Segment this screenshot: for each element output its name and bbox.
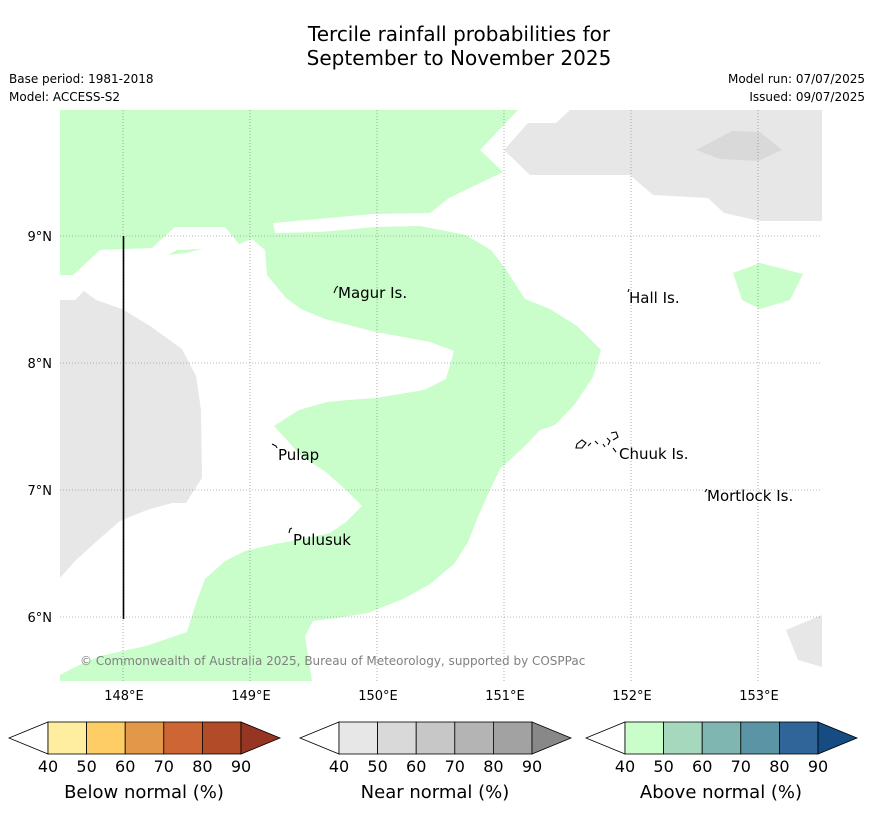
island-hall	[627, 288, 630, 293]
meta-right: Model run: 07/07/2025 Issued: 09/07/2025	[728, 70, 865, 106]
lon-label-149e: 149°E	[231, 689, 271, 704]
island-magur	[333, 285, 339, 294]
map-area	[60, 110, 822, 681]
colorbar-below-tick-80: 80	[192, 757, 212, 776]
map-title: Tercile rainfall probabilities for Septe…	[0, 22, 873, 70]
island-pulusuk	[288, 527, 293, 534]
map-title-line1: Tercile rainfall probabilities for	[307, 22, 611, 46]
lon-label-153e: 153°E	[739, 689, 779, 704]
colorbar-above-arrow-right	[817, 721, 859, 755]
colorbar-near-tick-70: 70	[445, 757, 465, 776]
colorbar-above: 40 50 60 70 80 90 Above normal (%)	[584, 721, 859, 803]
colorbar-above-tick-70: 70	[731, 757, 751, 776]
lat-label-9n: 9°N	[28, 230, 53, 245]
colorbar-below-seg-2	[86, 721, 126, 755]
colorbar-above-arrow-left	[584, 721, 626, 755]
colorbar-below-tick-90: 90	[231, 757, 251, 776]
colorbar-below-tick-50: 50	[76, 757, 96, 776]
colorbar-above-seg-2	[663, 721, 703, 755]
colorbar-near-tick-80: 80	[483, 757, 503, 776]
colorbar-near-arrow-right	[531, 721, 573, 755]
colorbar-above-seg-5	[779, 721, 819, 755]
lat-label-7n: 7°N	[28, 484, 53, 499]
base-period: Base period: 1981-2018	[9, 72, 154, 86]
island-outlines	[271, 285, 708, 534]
colorbar-near-seg-5	[492, 721, 533, 755]
colorbar-below-title: Below normal (%)	[64, 782, 224, 803]
colorbar-near-arrow-left	[298, 721, 340, 755]
map-title-line2: September to November 2025	[306, 46, 612, 70]
colorbar-above-tick-80: 80	[769, 757, 789, 776]
place-label-magur: Magur Is.	[338, 284, 407, 302]
lat-label-6n: 6°N	[28, 611, 53, 626]
colorbar-below-arrow-right	[240, 721, 282, 755]
lat-label-8n: 8°N	[28, 357, 53, 372]
colorbar-above-seg-3	[701, 721, 742, 755]
colorbar-near-seg-3	[415, 721, 456, 755]
near-normal-region-inner	[696, 131, 782, 161]
island-pulap	[271, 443, 278, 449]
colorbar-above-tick-90: 90	[808, 757, 828, 776]
above-normal-region-main	[60, 110, 601, 681]
near-normal-region-southeast	[786, 615, 822, 667]
copyright-notice: © Commonwealth of Australia 2025, Bureau…	[80, 654, 585, 668]
colorbar-near-seg-1	[338, 721, 378, 755]
above-normal-region-east	[733, 263, 803, 309]
lon-label-151e: 151°E	[485, 689, 525, 704]
colorbar-near-tick-90: 90	[522, 757, 542, 776]
colorbar-near-title: Near normal (%)	[361, 782, 510, 803]
place-label-mortlock: Mortlock Is.	[707, 487, 793, 505]
colorbar-near-seg-2	[377, 721, 417, 755]
colorbar-above-tick-40: 40	[615, 757, 635, 776]
colorbar-above-seg-1	[624, 721, 664, 755]
colorbar-below-seg-3	[124, 721, 165, 755]
colorbar-below-seg-1	[47, 721, 87, 755]
above-normal-region-small	[168, 249, 203, 255]
colorbar-below-tick-60: 60	[115, 757, 135, 776]
colorbar-near-tick-40: 40	[329, 757, 349, 776]
longitude-labels: 148°E 149°E 150°E 151°E 152°E 153°E	[104, 689, 779, 704]
place-label-pulap: Pulap	[278, 446, 319, 464]
colorbar-near-seg-4	[454, 721, 494, 755]
model-run: Model run: 07/07/2025	[727, 72, 865, 86]
lon-label-152e: 152°E	[612, 689, 652, 704]
colorbar-above-tick-60: 60	[692, 757, 712, 776]
chuuk-lagoon-islands	[575, 431, 619, 453]
issued-date: Issued: 09/07/2025	[749, 90, 865, 104]
colorbar-near-tick-50: 50	[367, 757, 387, 776]
place-label-hall: Hall Is.	[629, 289, 680, 307]
colorbar-above-tick-50: 50	[653, 757, 673, 776]
meta-left: Base period: 1981-2018 Model: ACCESS-S2	[9, 70, 154, 106]
island-mortlock	[704, 488, 708, 493]
colorbar-near: 40 50 60 70 80 90 Near normal (%)	[298, 721, 573, 803]
place-label-chuuk: Chuuk Is.	[619, 445, 688, 463]
near-normal-region-west	[60, 291, 202, 578]
place-label-pulusuk: Pulusuk	[293, 531, 351, 549]
colorbar-below-seg-5	[201, 721, 242, 755]
place-labels: Magur Is. Hall Is. Pulap Chuuk Is. Mortl…	[278, 284, 793, 549]
colorbar-near-tick-60: 60	[406, 757, 426, 776]
latitude-labels: 9°N 8°N 7°N 6°N	[28, 230, 53, 626]
lon-label-150e: 150°E	[358, 689, 398, 704]
lon-label-148e: 148°E	[104, 689, 144, 704]
colorbar-above-title: Above normal (%)	[640, 782, 802, 803]
colorbar-below: 40 50 60 70 80 90 Below normal (%)	[7, 721, 282, 803]
colorbar-below-tick-40: 40	[38, 757, 58, 776]
colorbar-below-arrow-left	[7, 721, 49, 755]
colorbar-above-seg-4	[740, 721, 780, 755]
model-name: Model: ACCESS-S2	[9, 90, 121, 104]
colorbar-below-tick-70: 70	[154, 757, 174, 776]
colorbar-below-seg-4	[163, 721, 203, 755]
